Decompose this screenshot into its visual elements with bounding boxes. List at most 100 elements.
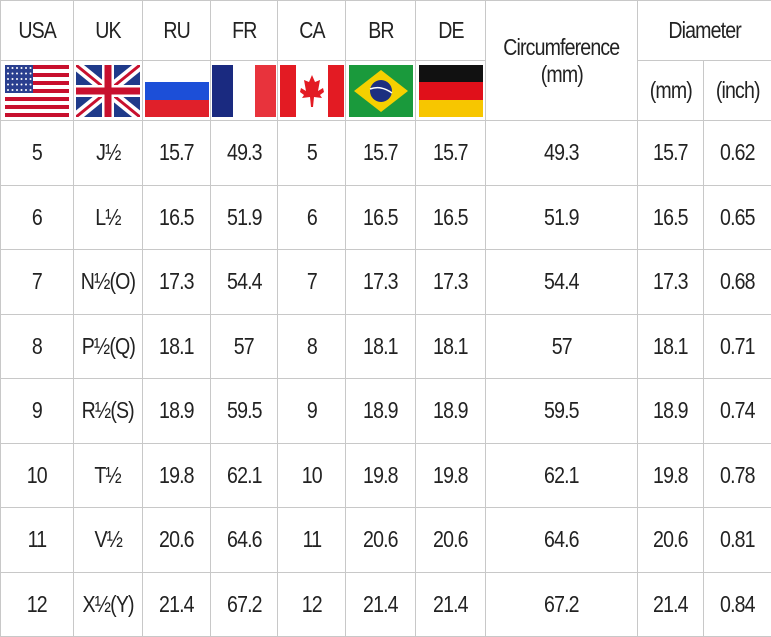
country-code: USA bbox=[18, 17, 56, 44]
table-cell: 10 bbox=[278, 443, 346, 508]
table-cell: 21.4 bbox=[638, 572, 704, 637]
country-code: FR bbox=[232, 17, 256, 44]
table-cell: 5 bbox=[1, 121, 74, 186]
cell-value: X½(Y) bbox=[82, 591, 133, 618]
table-cell: 16.5 bbox=[346, 185, 416, 250]
cell-value: 20.6 bbox=[653, 526, 688, 553]
cell-value: 11 bbox=[28, 526, 47, 553]
cell-value: 12 bbox=[27, 591, 47, 618]
circumference-unit: (mm) bbox=[540, 61, 582, 88]
table-cell: 0.65 bbox=[704, 185, 771, 250]
cell-value: 19.8 bbox=[653, 462, 688, 489]
cell-value: 9 bbox=[306, 397, 316, 424]
table-cell: R½(S) bbox=[74, 379, 143, 444]
table-cell: 19.8 bbox=[416, 443, 486, 508]
table-cell: 0.78 bbox=[704, 443, 771, 508]
table-cell: 62.1 bbox=[211, 443, 278, 508]
table-cell: 51.9 bbox=[211, 185, 278, 250]
cell-value: 0.68 bbox=[720, 268, 755, 295]
cell-value: 18.9 bbox=[159, 397, 194, 424]
diameter-label: Diameter bbox=[668, 17, 741, 44]
diameter-inch-label: (inch) bbox=[716, 77, 760, 104]
header-uk: UK bbox=[74, 1, 143, 61]
cell-value: 10 bbox=[27, 462, 47, 489]
germany-flag-icon bbox=[419, 65, 483, 117]
table-cell: 49.3 bbox=[486, 121, 638, 186]
table-cell: 67.2 bbox=[211, 572, 278, 637]
cell-value: 12 bbox=[301, 591, 321, 618]
table-cell: 9 bbox=[278, 379, 346, 444]
cell-value: 16.5 bbox=[653, 204, 688, 231]
cell-value: 21.4 bbox=[159, 591, 194, 618]
cell-value: 54.4 bbox=[544, 268, 579, 295]
table-cell: 12 bbox=[278, 572, 346, 637]
header-ru: RU bbox=[143, 1, 211, 61]
country-code: DE bbox=[438, 17, 463, 44]
cell-value: 7 bbox=[306, 268, 316, 295]
table-cell: 17.3 bbox=[143, 250, 211, 315]
cell-value: 17.3 bbox=[159, 268, 194, 295]
cell-value: 62.1 bbox=[227, 462, 262, 489]
table-cell: 17.3 bbox=[638, 250, 704, 315]
cell-value: 18.1 bbox=[653, 333, 688, 360]
table-cell: 19.8 bbox=[638, 443, 704, 508]
cell-value: 17.3 bbox=[433, 268, 468, 295]
table-cell: 0.68 bbox=[704, 250, 771, 315]
cell-value: 9 bbox=[32, 397, 42, 424]
table-cell: X½(Y) bbox=[74, 572, 143, 637]
table-cell: 20.6 bbox=[143, 508, 211, 573]
table-cell: 0.74 bbox=[704, 379, 771, 444]
cell-value: 6 bbox=[306, 204, 316, 231]
table-cell: 0.62 bbox=[704, 121, 771, 186]
table-cell: 15.7 bbox=[638, 121, 704, 186]
header-de: DE bbox=[416, 1, 486, 61]
table-cell: 11 bbox=[278, 508, 346, 573]
table-cell: 10 bbox=[1, 443, 74, 508]
table-cell: 15.7 bbox=[346, 121, 416, 186]
cell-value: 5 bbox=[32, 139, 42, 166]
table-cell: V½ bbox=[74, 508, 143, 573]
table-cell: 54.4 bbox=[211, 250, 278, 315]
table-cell: 8 bbox=[1, 314, 74, 379]
cell-value: 0.78 bbox=[720, 462, 755, 489]
table-cell: 7 bbox=[1, 250, 74, 315]
flag-cell bbox=[143, 61, 211, 121]
table-cell: 9 bbox=[1, 379, 74, 444]
country-code: UK bbox=[95, 17, 120, 44]
table-cell: 15.7 bbox=[143, 121, 211, 186]
canada-flag-icon bbox=[280, 65, 344, 117]
table-cell: 59.5 bbox=[486, 379, 638, 444]
table-cell: 18.9 bbox=[346, 379, 416, 444]
cell-value: 0.71 bbox=[720, 333, 755, 360]
cell-value: 0.62 bbox=[720, 139, 755, 166]
cell-value: 64.6 bbox=[227, 526, 262, 553]
table-cell: 5 bbox=[278, 121, 346, 186]
table-cell: 20.6 bbox=[638, 508, 704, 573]
cell-value: 0.74 bbox=[720, 397, 755, 424]
flag-cell bbox=[278, 61, 346, 121]
cell-value: 49.3 bbox=[227, 139, 262, 166]
table-cell: 17.3 bbox=[416, 250, 486, 315]
cell-value: 62.1 bbox=[544, 462, 579, 489]
cell-value: 18.9 bbox=[363, 397, 398, 424]
table-cell: 16.5 bbox=[638, 185, 704, 250]
russia-flag-icon bbox=[145, 65, 209, 117]
table-cell: 7 bbox=[278, 250, 346, 315]
cell-value: 18.1 bbox=[159, 333, 194, 360]
table-cell: 18.1 bbox=[416, 314, 486, 379]
cell-value: 11 bbox=[302, 526, 321, 553]
cell-value: 15.7 bbox=[159, 139, 194, 166]
table-cell: 21.4 bbox=[143, 572, 211, 637]
table-cell: 18.9 bbox=[143, 379, 211, 444]
table-cell: 18.9 bbox=[416, 379, 486, 444]
diameter-mm-label: (mm) bbox=[649, 77, 691, 104]
table-cell: 21.4 bbox=[346, 572, 416, 637]
cell-value: N½(O) bbox=[81, 268, 135, 295]
table-cell: 0.84 bbox=[704, 572, 771, 637]
table-cell: 51.9 bbox=[486, 185, 638, 250]
table-cell: 64.6 bbox=[211, 508, 278, 573]
